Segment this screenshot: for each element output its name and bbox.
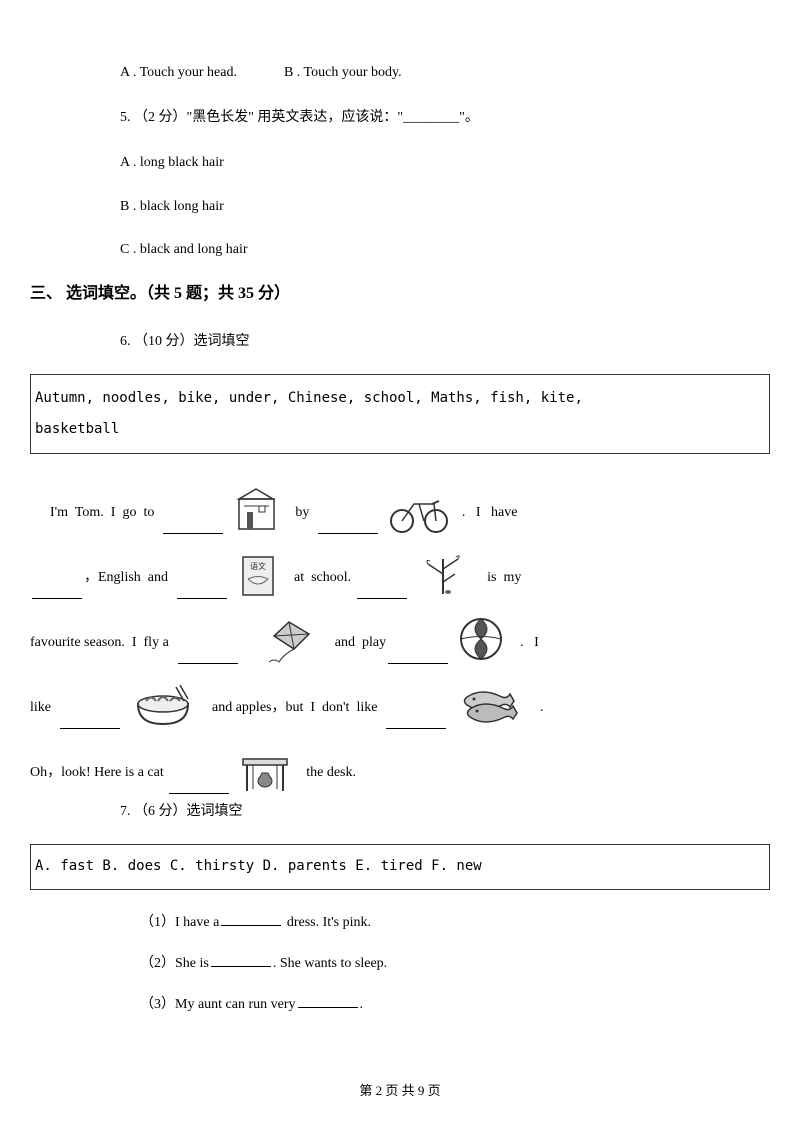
kite-icon [244, 614, 324, 664]
page-footer: 第 2 页 共 9 页 [0, 1079, 800, 1102]
q6-words-line1: Autumn, noodles, bike, under, Chinese, s… [35, 383, 765, 414]
q6-word-box: Autumn, noodles, bike, under, Chinese, s… [30, 374, 770, 454]
q7-blank-2[interactable] [211, 951, 271, 967]
q7-blank-3[interactable] [298, 992, 358, 1008]
book-icon: 语文 [233, 549, 283, 599]
q4-option-b: B . Touch your body. [284, 65, 402, 80]
school-icon [229, 484, 284, 534]
q6-p5-b: the desk. [299, 752, 356, 794]
ball-icon [454, 614, 509, 664]
q7-words: A. fast B. does C. thirsty D. parents E.… [35, 858, 482, 874]
blank-10[interactable] [169, 778, 229, 794]
q6-prompt: 6. （10 分）选词填空 [120, 329, 700, 354]
q6-p4-a: like [30, 687, 58, 729]
q6-p3-b: and play [328, 622, 386, 664]
q7-sub3-b: . [360, 997, 364, 1012]
blank-9[interactable] [386, 713, 446, 729]
q4-option-a: A . Touch your head. [120, 65, 237, 80]
q6-passage: I'm Tom. I go to by . I have ，English an… [30, 474, 770, 794]
q7-blank-1[interactable] [221, 910, 281, 926]
bike-icon [384, 489, 454, 534]
blank-7[interactable] [388, 648, 448, 664]
q6-p4-c: . [536, 687, 543, 729]
blank-5[interactable] [357, 583, 407, 599]
tree-icon [413, 544, 473, 599]
q4-options: A . Touch your head. B . Touch your body… [120, 60, 700, 85]
blank-6[interactable] [178, 648, 238, 664]
q7-sub2-a: （2）She is [140, 956, 209, 971]
q5-prompt: 5. （2 分）"黑色长发" 用英文表达，应该说："________"。 [120, 105, 700, 130]
q5-option-a: A . long black hair [120, 150, 700, 175]
q7-sub3: （3）My aunt can run very. [140, 992, 700, 1017]
q5-option-b: B . black long hair [120, 194, 700, 219]
q6-p3-c: . I [513, 622, 539, 664]
blank-4[interactable] [177, 583, 227, 599]
section-3-header: 三、 选词填空。（共 5 题；共 35 分） [30, 280, 700, 309]
blank-3[interactable] [32, 583, 82, 599]
q7-word-box: A. fast B. does C. thirsty D. parents E.… [30, 844, 770, 890]
q6-p1-c: . I have [458, 492, 517, 534]
q6-p1-a: I'm Tom. I go to [50, 492, 161, 534]
q5-option-c: C . black and long hair [120, 237, 700, 262]
desk-icon [235, 749, 295, 794]
blank-1[interactable] [163, 518, 223, 534]
q6-p5-a: Oh，look! Here is a cat [30, 752, 167, 794]
blank-8[interactable] [60, 713, 120, 729]
q7-sub2-b: . She wants to sleep. [273, 956, 387, 971]
noodles-icon [126, 679, 201, 729]
q7-sub1-b: dress. It's pink. [283, 915, 371, 930]
q6-words-line2: basketball [35, 414, 765, 445]
q7-sub2: （2）She is . She wants to sleep. [140, 951, 700, 976]
q6-p3-a: favourite season. I fly a [30, 622, 176, 664]
q6-p4-b: and apples，but I don't like [205, 687, 384, 729]
svg-text:语文: 语文 [250, 561, 266, 571]
q7-sub3-a: （3）My aunt can run very [140, 997, 296, 1012]
q7-prompt: 7. （6 分）选词填空 [120, 799, 700, 824]
q6-p2-a: ，English and [84, 557, 175, 599]
q6-p2-b: at school. [287, 557, 355, 599]
q6-p1-b: by [288, 492, 316, 534]
q7-sub1: （1）I have a dress. It's pink. [140, 910, 700, 935]
q7-sub1-a: （1）I have a [140, 915, 219, 930]
blank-2[interactable] [318, 518, 378, 534]
fish-icon [452, 679, 532, 729]
q6-p2-c: is my [477, 557, 522, 599]
